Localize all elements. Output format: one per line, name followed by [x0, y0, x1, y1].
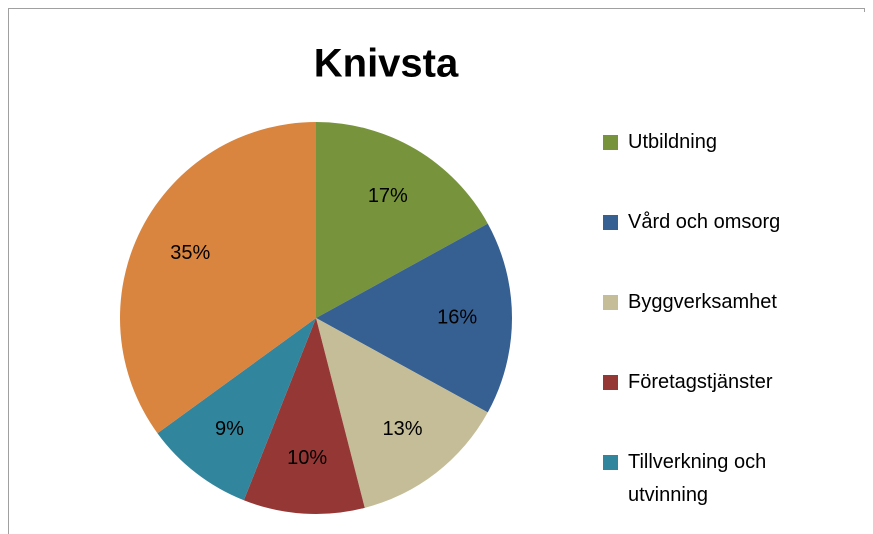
data-label: 13% [382, 418, 422, 440]
chart-title: Knivsta [314, 42, 459, 86]
data-label: 17% [368, 185, 408, 207]
legend-swatch [603, 135, 618, 150]
pie-slice [243, 318, 365, 514]
legend-item: Tillverkning och utvinning [603, 446, 853, 526]
data-label: 16% [437, 306, 477, 328]
legend-item: Vård och omsorg [603, 206, 853, 286]
legend-label: Företagstjänster [628, 371, 773, 393]
legend-label: Vård och omsorg [628, 211, 781, 233]
legend-label: Tillverkning och utvinning [628, 451, 767, 506]
legend-swatch [603, 215, 618, 230]
legend-swatch [603, 455, 618, 470]
data-label: 10% [287, 447, 327, 469]
pie-slice [157, 318, 316, 501]
pie-slice [119, 121, 316, 434]
legend-label: Utbildning [628, 131, 717, 153]
legend-item: Byggverksamhet [603, 286, 853, 366]
legend-swatch [603, 375, 618, 390]
pie-slice [316, 223, 512, 413]
legend-swatch [603, 295, 618, 310]
chart-frame [8, 8, 865, 534]
pie-slice [316, 318, 488, 508]
legend: Utbildning Vård och omsorg Byggverksamhet F… [603, 126, 853, 526]
data-label: 35% [170, 242, 210, 264]
legend-item: Utbildning [603, 126, 853, 206]
legend-label: Byggverksamhet [628, 291, 777, 313]
data-label: 9% [215, 418, 244, 440]
legend-item: Företagstjänster [603, 366, 853, 446]
pie-slice [316, 122, 488, 318]
